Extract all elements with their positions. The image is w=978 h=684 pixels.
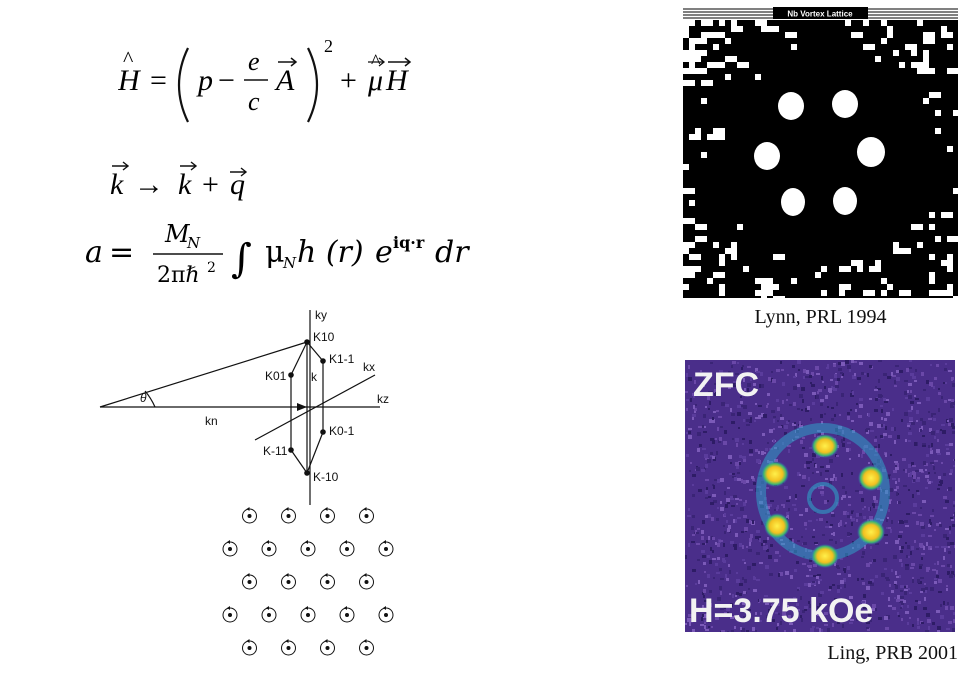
eq3-denom: 2πℏ: [157, 263, 200, 288]
label-k1m1: K1-1: [329, 352, 355, 366]
eq3-dr: dr: [435, 235, 470, 270]
lynn-noise-pattern: [683, 20, 958, 298]
label-ky: ky: [315, 308, 327, 322]
eq3-denom-pow: 2: [207, 260, 216, 276]
lynn-caption: Lynn, PRL 1994: [754, 306, 887, 328]
spot-k1m1: [320, 358, 326, 364]
vortex: [378, 540, 394, 557]
ling-spot-2: [761, 461, 789, 487]
svg-text:^: ^: [123, 46, 134, 71]
wavevector-shift-equation: k → k + q: [110, 161, 248, 201]
spot-k01: [288, 372, 294, 378]
eq3-mu-sub: N: [282, 254, 297, 272]
ling-field-label: H=3.75 kOe: [689, 592, 873, 630]
vortex: [261, 606, 277, 623]
ki-ray: [99, 341, 308, 408]
eq2-arrow: →: [134, 168, 164, 201]
vortex: [261, 540, 277, 557]
eq3-integral: ∫: [231, 236, 252, 282]
ling-spot-3: [858, 465, 884, 491]
label-kz: kz: [377, 392, 389, 406]
ling-spot-5: [857, 519, 885, 545]
vortex: [300, 606, 316, 623]
bragg-spot-5: [781, 188, 805, 216]
eq1-plus: +: [340, 64, 357, 97]
vortex: [320, 573, 335, 590]
eq2-k1: k: [110, 168, 124, 201]
eq1-mu: μ: [367, 64, 383, 97]
vortex: [359, 507, 374, 524]
vortex: [281, 639, 296, 656]
eq3-exp-pow: iq·r: [393, 233, 425, 252]
label-km11: K-11: [263, 444, 288, 458]
vortex-lattice-sketch: [222, 507, 394, 656]
bragg-spot-3: [754, 142, 780, 170]
eq3-M: M: [164, 220, 191, 248]
eq2-plus: +: [202, 168, 219, 201]
eq3-mu: μ: [265, 235, 285, 270]
vortex: [300, 540, 316, 557]
ling-spot-6: [811, 544, 839, 568]
vortex: [281, 507, 296, 524]
eq3-M-sub: N: [186, 234, 201, 252]
vortex: [339, 540, 355, 557]
ling-spot-4: [764, 513, 790, 539]
kx-axis: [254, 374, 376, 441]
spot-k10: [304, 339, 310, 345]
eq3-a: a: [85, 235, 103, 270]
vortex: [359, 639, 374, 656]
eq1-A: A: [274, 64, 295, 97]
bragg-spot-2: [832, 90, 858, 118]
eq1-power: 2: [324, 36, 333, 56]
eq1-e: e: [248, 47, 260, 76]
label-k10: K10: [313, 330, 335, 344]
label-km10: K-10: [313, 470, 339, 484]
vortex: [378, 606, 394, 623]
eq1-p: p: [196, 64, 213, 97]
theta-label: θ: [140, 391, 147, 405]
label-k: k: [311, 370, 318, 384]
vortex: [222, 606, 238, 623]
ling-spot-1: [811, 434, 839, 458]
eq3-h-r: h (r): [297, 235, 364, 270]
eq2-q: q: [230, 168, 245, 201]
vortex: [320, 507, 335, 524]
vortex: [242, 639, 257, 656]
bragg-spot-6: [833, 187, 857, 215]
ling-sans-pattern-image: ZFC H=3.75 kOe: [685, 360, 955, 632]
vortex: [281, 573, 296, 590]
scattering-length-equation: a = M N 2πℏ 2 ∫ μ N h (r) e iq·r dr: [85, 220, 470, 288]
vortex: [242, 573, 257, 590]
spot-km11: [288, 447, 294, 453]
ling-noise-pattern: [685, 360, 955, 632]
spot-km10: [304, 470, 310, 476]
bragg-spot-1: [778, 92, 804, 120]
spot-k0m1: [320, 429, 326, 435]
label-kn: kn: [205, 414, 218, 428]
eq1-minus: −: [218, 64, 235, 97]
lynn-header: Nb Vortex Lattice: [787, 10, 853, 19]
vortex: [339, 606, 355, 623]
eq3-equals: =: [109, 235, 134, 270]
hamiltonian-equation: H ^ = p − e c A 2 + μ ^ H: [118, 36, 412, 123]
label-k01: K01: [265, 369, 287, 383]
ling-zfc-label: ZFC: [693, 366, 759, 404]
eq1-H2: H: [385, 64, 410, 97]
eq1-equals: =: [150, 64, 167, 97]
vortex: [242, 507, 257, 524]
eq1-c: c: [248, 87, 260, 116]
vortex: [222, 540, 238, 557]
eq1-H: H: [118, 64, 142, 97]
ling-caption: Ling, PRB 2001: [827, 642, 958, 664]
vortex: [320, 639, 335, 656]
label-k0m1: K0-1: [329, 424, 355, 438]
bragg-spot-4: [857, 137, 885, 167]
nb-vortex-lattice-image: Nb Vortex Lattice: [683, 6, 958, 298]
vortex: [359, 573, 374, 590]
label-kx: kx: [363, 360, 375, 374]
eq3-exp: e: [375, 235, 393, 270]
eq2-k2: k: [178, 168, 192, 201]
reciprocal-space-diagram: θ ky K10 K1-1 kx K01 k kz kn K0-1 K-11 K…: [99, 308, 389, 505]
